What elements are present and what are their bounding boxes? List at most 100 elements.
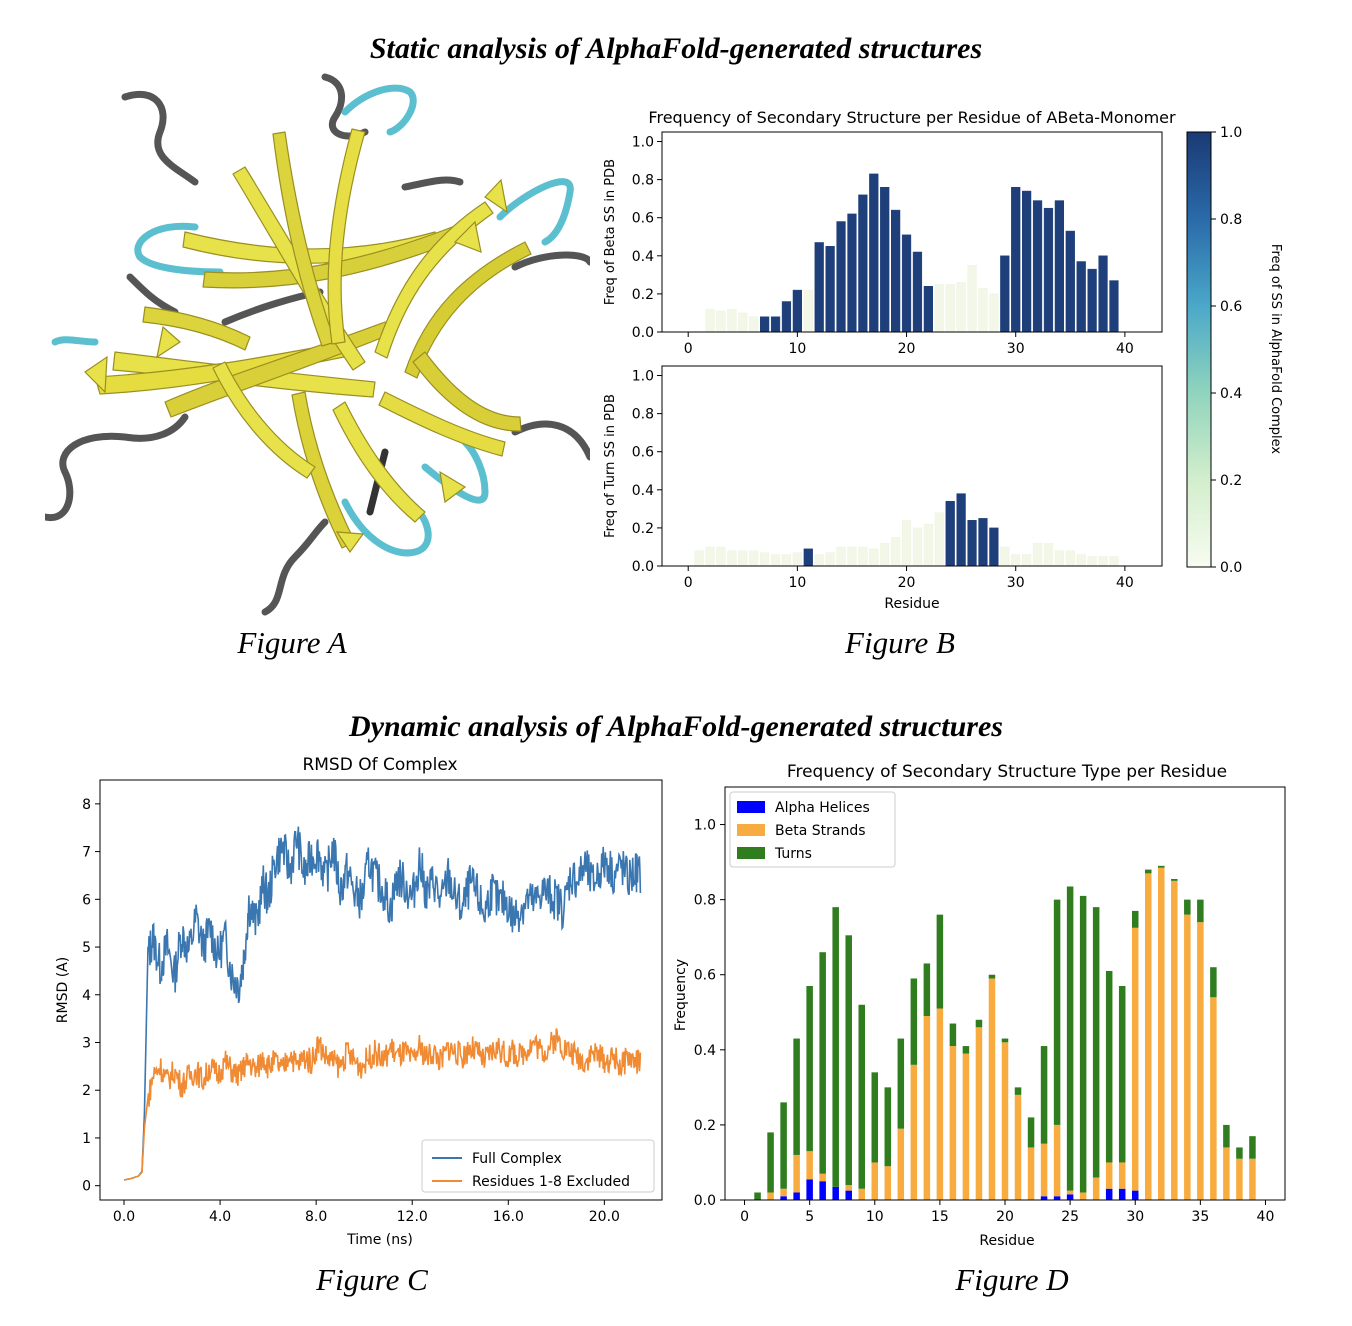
chart-d-bar-segment: [975, 1019, 983, 1028]
colorbar-tick-label: 0.0: [1220, 560, 1242, 576]
chart-b-bar: [956, 282, 966, 333]
chart-b-bar: [1065, 230, 1075, 333]
chart-c-legend-label: Full Complex: [472, 1151, 562, 1167]
chart-d-ytick-label: 1.0: [694, 818, 716, 834]
chart-d-bar-segment: [936, 914, 944, 1009]
chart-b-ytick-label: 1.0: [632, 369, 654, 385]
chart-d-legend: Alpha Helices Beta Strands Turns: [729, 791, 896, 868]
chart-b-bar: [1076, 261, 1086, 333]
chart-d-bar-segment: [1210, 967, 1217, 998]
chart-b-bar: [1032, 200, 1043, 333]
chart-b-bar: [901, 520, 912, 567]
chart-d-bar-segment: [910, 978, 918, 1065]
chart-b-bar: [891, 537, 901, 567]
chart-d-xtick-label: 40: [1257, 1209, 1275, 1225]
chart-d-bar-segment: [858, 1188, 865, 1200]
chart-b-ytick-label: 0.8: [632, 173, 654, 189]
chart-d-bar-segment: [936, 1008, 944, 1200]
chart-c-ytick-label: 0: [82, 1179, 91, 1195]
chart-b-bar: [1054, 550, 1064, 567]
chart-d-bar-segment: [806, 1179, 813, 1200]
chart-d-bar-segment: [975, 1027, 983, 1200]
chart-b-bar: [1087, 268, 1097, 333]
chart-b-xtick-label: 40: [1116, 341, 1134, 357]
chart-b-bar: [1109, 556, 1119, 567]
chart-d-bar-segment: [1249, 1136, 1256, 1159]
chart-d-bar-segment: [1145, 869, 1152, 874]
chart-b-ytick-label: 0.6: [632, 445, 654, 461]
chart-d-xlabel: Residue: [979, 1233, 1034, 1249]
chart-d-xtick-label: 0: [740, 1209, 749, 1225]
chart-b-ytick-label: 0.4: [632, 249, 654, 265]
chart-c-ytick-label: 1: [82, 1131, 91, 1147]
chart-d-bar-segment: [793, 1038, 800, 1155]
chart-b-bar: [749, 550, 759, 567]
chart-b-bar: [858, 194, 868, 333]
chart-figure-c: RMSD Of Complex 0 1 2 3 4 5 6 7 8 0.0 4.0 8.0 12.0 16…: [55, 755, 663, 1248]
chart-b-bar: [858, 546, 868, 567]
chart-d-xtick-label: 25: [1061, 1209, 1079, 1225]
chart-d-bar-segment: [845, 935, 852, 1185]
chart-d-bar-segment: [1105, 1188, 1113, 1200]
chart-d-bar-segment: [1223, 1124, 1230, 1148]
chart-c-ytick-label: 6: [82, 892, 91, 908]
chart-b-bar: [967, 520, 977, 567]
chart-d-bar-segment: [923, 963, 931, 1017]
chart-b-ytick-label: 0.0: [632, 325, 654, 341]
chart-b-bar: [989, 293, 999, 333]
chart-d-bar-segment: [1171, 878, 1178, 881]
chart-b-bar: [749, 316, 759, 333]
chart-d-bar-segment: [1171, 880, 1178, 1200]
chart-d-bar-segment: [910, 1064, 918, 1200]
chart-d-bar-segment: [1066, 1190, 1074, 1195]
coil-segments: [45, 73, 590, 616]
chart-d-xtick-label: 35: [1191, 1209, 1209, 1225]
chart-d-bar-segment: [884, 1166, 892, 1200]
chart-d-bar-segment: [806, 985, 813, 1152]
chart-d-bar-segment: [806, 1151, 813, 1180]
chart-b-bar: [989, 527, 999, 567]
chart-d-bar-segment: [819, 1181, 826, 1200]
chart-d-bar-segment: [780, 1102, 787, 1189]
chart-c-ytick-label: 5: [82, 940, 91, 956]
chart-b-xtick-label: 10: [788, 575, 806, 591]
figure-b-caption: Figure B: [845, 625, 955, 660]
chart-c-axes-frame: [99, 779, 663, 1201]
chart-c-legend-label: Residues 1-8 Excluded: [472, 1174, 630, 1190]
chart-d-bar-segment: [1145, 873, 1152, 1200]
chart-d-bar-segment: [1210, 997, 1217, 1200]
colorbar-tick-label: 0.2: [1220, 473, 1242, 489]
static-analysis-title: Static analysis of AlphaFold-generated s…: [369, 32, 983, 65]
chart-d-bar-segment: [1158, 865, 1165, 868]
chart-d-xtick-label: 5: [805, 1209, 814, 1225]
chart-c-legend: Full Complex Residues 1-8 Excluded: [421, 1139, 655, 1193]
chart-b-xtick-label: 20: [898, 341, 916, 357]
chart-b-bar: [1065, 550, 1075, 567]
chart-b-ylabel: Freq of Beta SS in PDB: [603, 159, 618, 305]
chart-b-bar: [1109, 280, 1119, 333]
chart-b-bar: [923, 286, 933, 333]
chart-d-bar-segment: [1053, 1124, 1061, 1197]
chart-d-legend-swatch: [737, 824, 765, 836]
chart-b-bar: [945, 500, 955, 567]
chart-d-bar-segment: [1118, 985, 1126, 1163]
chart-b-bar: [760, 316, 770, 333]
chart-d-legend-label: Alpha Helices: [775, 800, 870, 816]
chart-b-xtick-label: 0: [684, 341, 693, 357]
chart-d-bar-segment: [1118, 1188, 1126, 1200]
chart-b-bar: [923, 523, 933, 567]
chart-d-ytick-label: 0.4: [694, 1043, 716, 1059]
chart-d-bar-segment: [1105, 1162, 1113, 1189]
chart-d-xtick-label: 15: [931, 1209, 949, 1225]
chart-b-bar: [792, 552, 802, 567]
chart-d-bar-segment: [1079, 1192, 1087, 1200]
figure-c-caption: Figure C: [316, 1262, 428, 1297]
chart-b-bar: [869, 548, 879, 567]
chart-c-xlabel: Time (ns): [346, 1232, 413, 1248]
chart-b-bar: [738, 312, 748, 333]
chart-b-bar: [694, 550, 704, 567]
chart-d-legend-swatch: [737, 801, 765, 813]
chart-d-bar-segment: [884, 1087, 892, 1167]
chart-b-xtick-label: 40: [1116, 575, 1134, 591]
chart-b-bar: [705, 546, 715, 567]
